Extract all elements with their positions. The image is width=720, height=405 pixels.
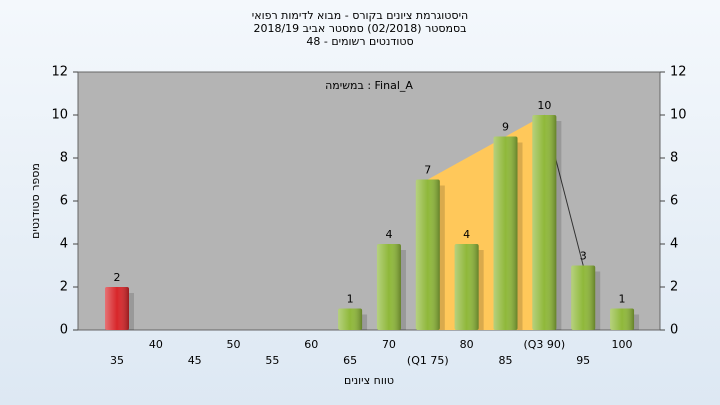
x-tick-label: (Q3 90): [523, 338, 565, 351]
x-tick-label: 70: [382, 338, 396, 351]
y2-tick-label: 0: [670, 323, 678, 338]
x-tick-label: (Q1 75): [407, 354, 449, 367]
y2-tick-label: 2: [670, 280, 678, 295]
bar-shade: [532, 115, 557, 330]
chart-subtitle: בסמסטר (02/2018) סמסטר אביב 2018/19: [253, 22, 466, 35]
y2-tick-label: 10: [670, 108, 687, 123]
plot-area: [77, 71, 661, 331]
data-label: 2: [114, 271, 121, 284]
y2-tick-label: 4: [670, 237, 678, 252]
y-tick-label: 0: [60, 323, 68, 338]
y2-tick-label: 8: [670, 151, 678, 166]
y-tick-label: 8: [60, 151, 68, 166]
bar-shade: [571, 265, 596, 330]
data-label: 7: [424, 164, 431, 177]
x-tick-label: 65: [343, 354, 357, 367]
x-axis-label: טווח ציונים: [344, 374, 394, 387]
data-label: 4: [385, 228, 392, 241]
chart-subtitle: סטודנטים רשומים - 48: [306, 35, 413, 48]
x-tick-label: 60: [304, 338, 318, 351]
y-tick-label: 6: [60, 194, 68, 209]
y-axis-label: מספר סטודנטים: [29, 163, 42, 239]
data-label: 10: [537, 99, 551, 112]
bar-shade: [454, 244, 479, 330]
y-tick-label: 10: [51, 108, 68, 123]
x-tick-label: 50: [227, 338, 241, 351]
x-tick-label: 55: [265, 354, 279, 367]
data-label: 9: [502, 121, 509, 134]
y2-tick-label: 6: [670, 194, 678, 209]
data-label: 1: [347, 293, 354, 306]
data-label: 3: [580, 250, 587, 263]
x-tick-label: 40: [149, 338, 163, 351]
x-tick-label: 45: [188, 354, 202, 367]
bar-shade: [493, 136, 518, 330]
data-label: 1: [619, 293, 626, 306]
bar-shade: [610, 308, 635, 330]
annotation: במשימה : Final_A: [325, 79, 413, 92]
y2-tick-label: 12: [670, 65, 687, 80]
x-tick-label: 35: [110, 354, 124, 367]
chart-title: היסטוגרמת ציונים בקורס - מבוא לדימות רפו…: [252, 9, 468, 22]
x-tick-label: 95: [576, 354, 590, 367]
bar-shade: [338, 308, 363, 330]
bar-shade: [415, 179, 440, 330]
x-tick-label: 100: [612, 338, 633, 351]
x-tick-label: 80: [460, 338, 474, 351]
y-tick-label: 4: [60, 237, 68, 252]
y-tick-label: 2: [60, 280, 68, 295]
x-tick-label: 85: [499, 354, 513, 367]
data-label: 4: [463, 228, 470, 241]
y-tick-label: 12: [51, 65, 68, 80]
bar-shade: [376, 244, 401, 330]
bar-shade: [105, 287, 129, 330]
